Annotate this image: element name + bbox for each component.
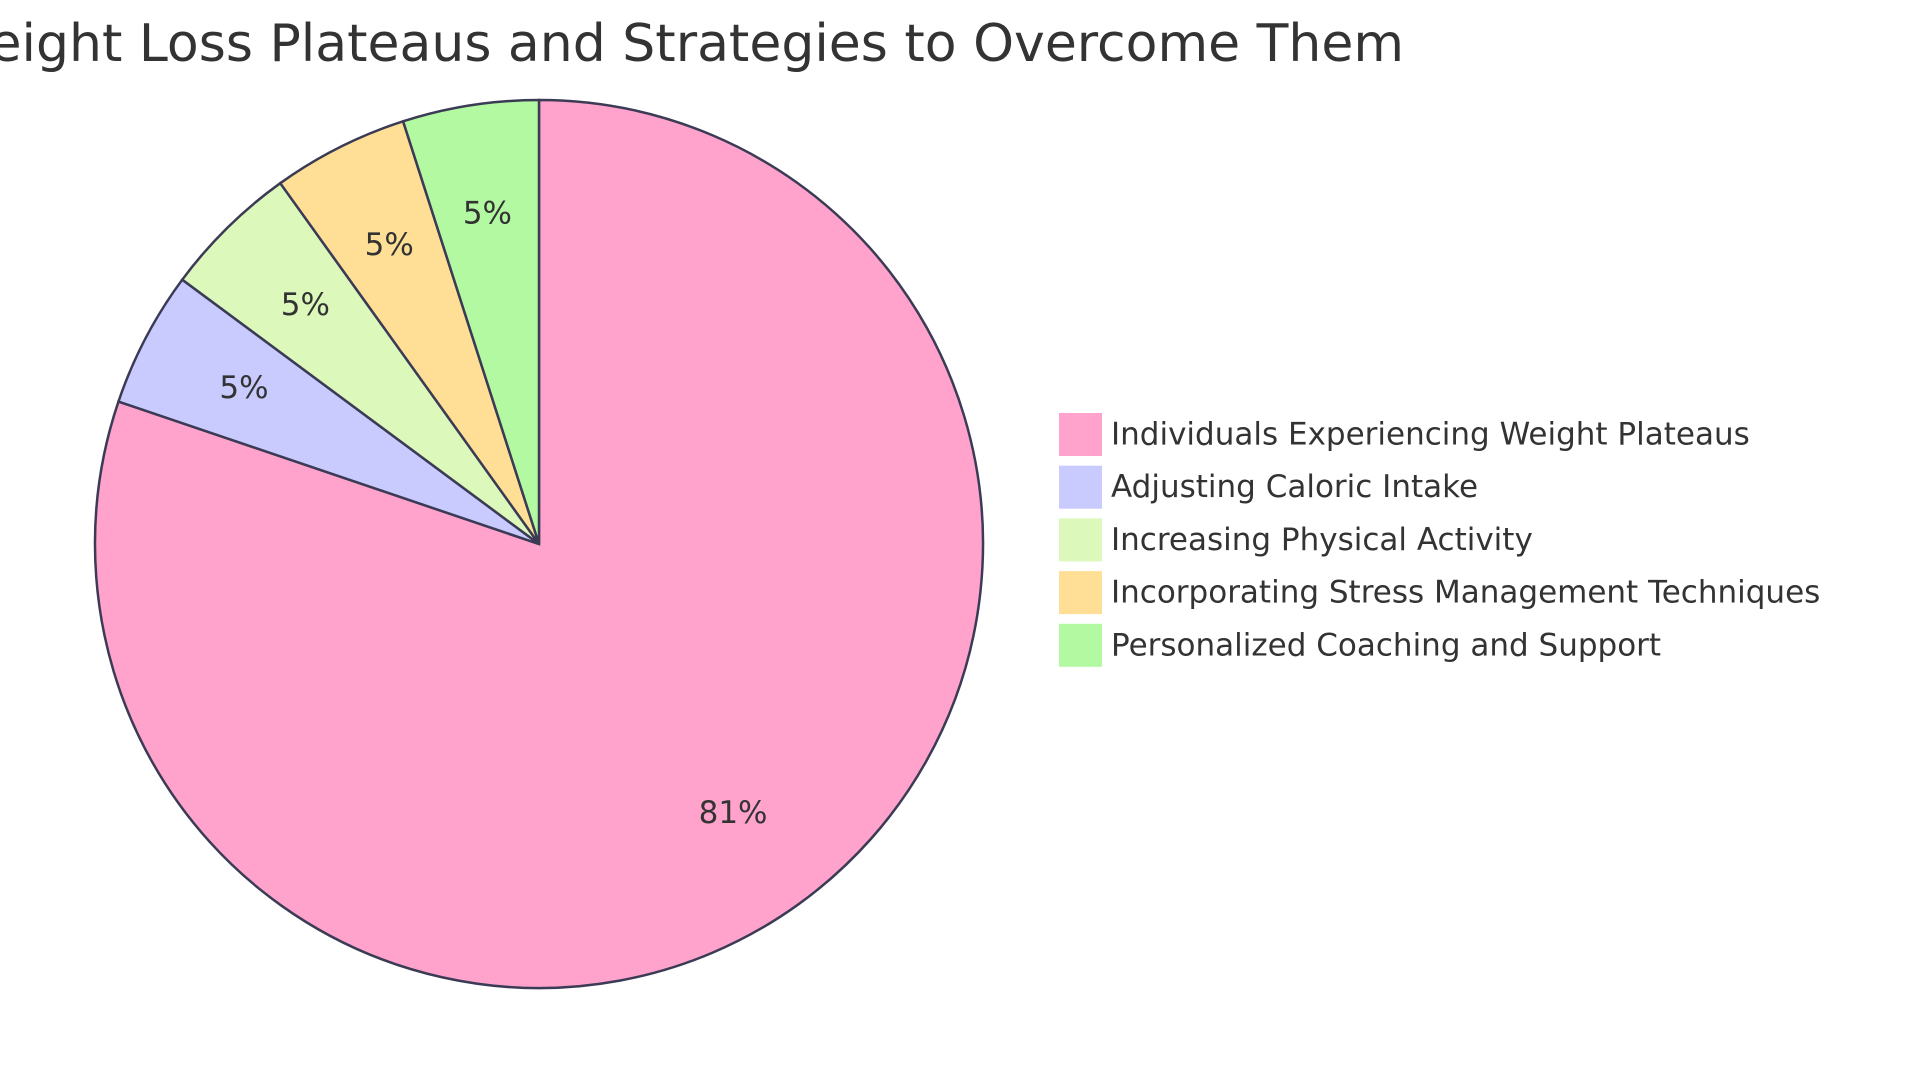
chart-title: Understanding Weight Loss Plateaus and S… — [0, 14, 1404, 74]
legend-swatch — [1057, 621, 1104, 669]
legend-swatch — [1057, 411, 1104, 458]
legend-swatch — [1057, 463, 1104, 511]
legend-label: Adjusting Caloric Intake — [1111, 469, 1478, 505]
slice-label: 5% — [365, 227, 414, 263]
slice-label: 81% — [699, 795, 768, 831]
slice-label: 5% — [463, 196, 512, 232]
legend-label: Increasing Physical Activity — [1111, 522, 1533, 558]
pie-slice — [401, 98, 541, 545]
slice-label: 5% — [281, 287, 330, 323]
legend-label: Personalized Coaching and Support — [1111, 627, 1661, 663]
legend-label: Incorporating Stress Management Techniqu… — [1111, 575, 1820, 611]
legend-label: Individuals Experiencing Weight Plateaus — [1111, 417, 1750, 453]
legend-swatch — [1057, 516, 1104, 564]
slice-label: 5% — [219, 370, 268, 406]
legend-swatch — [1057, 569, 1104, 617]
